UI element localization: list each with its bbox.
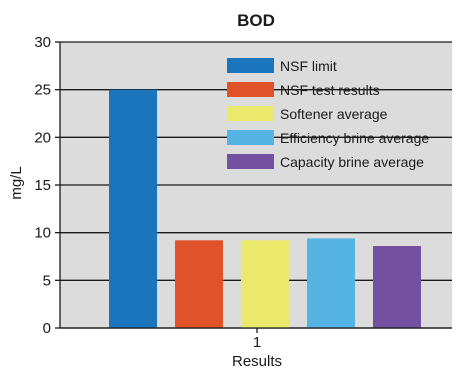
y-axis-ticks: 0 5 10 15 20 25 30 xyxy=(34,34,61,337)
legend-swatch-1 xyxy=(227,58,274,73)
bar-nsf-limit xyxy=(109,89,157,329)
legend-swatch-4 xyxy=(227,130,274,145)
bar-softener-average xyxy=(241,240,289,328)
legend: NSF limit NSF test results Softener averag… xyxy=(227,58,429,170)
legend-swatch-2 xyxy=(227,82,274,97)
bar-nsf-test-results xyxy=(175,240,223,328)
y-tick-label-5: 5 xyxy=(43,272,51,289)
legend-label-2: NSF test results xyxy=(280,82,380,98)
legend-label-1: NSF limit xyxy=(280,58,337,74)
legend-label-4: Efficiency brine average xyxy=(280,130,429,146)
bar-capacity-brine-average xyxy=(373,246,421,328)
bar-efficiency-brine-average xyxy=(307,238,355,328)
y-tick-label-10: 10 xyxy=(34,225,51,242)
y-tick-label-25: 25 xyxy=(34,82,51,99)
y-tick-label-0: 0 xyxy=(43,320,51,337)
x-tick-label: 1 xyxy=(253,334,261,351)
bars xyxy=(109,89,421,329)
y-tick-label-20: 20 xyxy=(34,129,51,146)
chart-title: BOD xyxy=(237,11,275,30)
y-axis-label: mg/L xyxy=(8,166,25,199)
y-tick-label-30: 30 xyxy=(34,34,51,51)
x-axis: 1 xyxy=(60,327,452,351)
legend-swatch-3 xyxy=(227,106,274,121)
legend-label-5: Capacity brine average xyxy=(280,154,424,170)
legend-label-3: Softener average xyxy=(280,106,388,122)
y-tick-label-15: 15 xyxy=(34,177,51,194)
legend-swatch-5 xyxy=(227,154,274,169)
x-axis-label: Results xyxy=(232,353,282,370)
